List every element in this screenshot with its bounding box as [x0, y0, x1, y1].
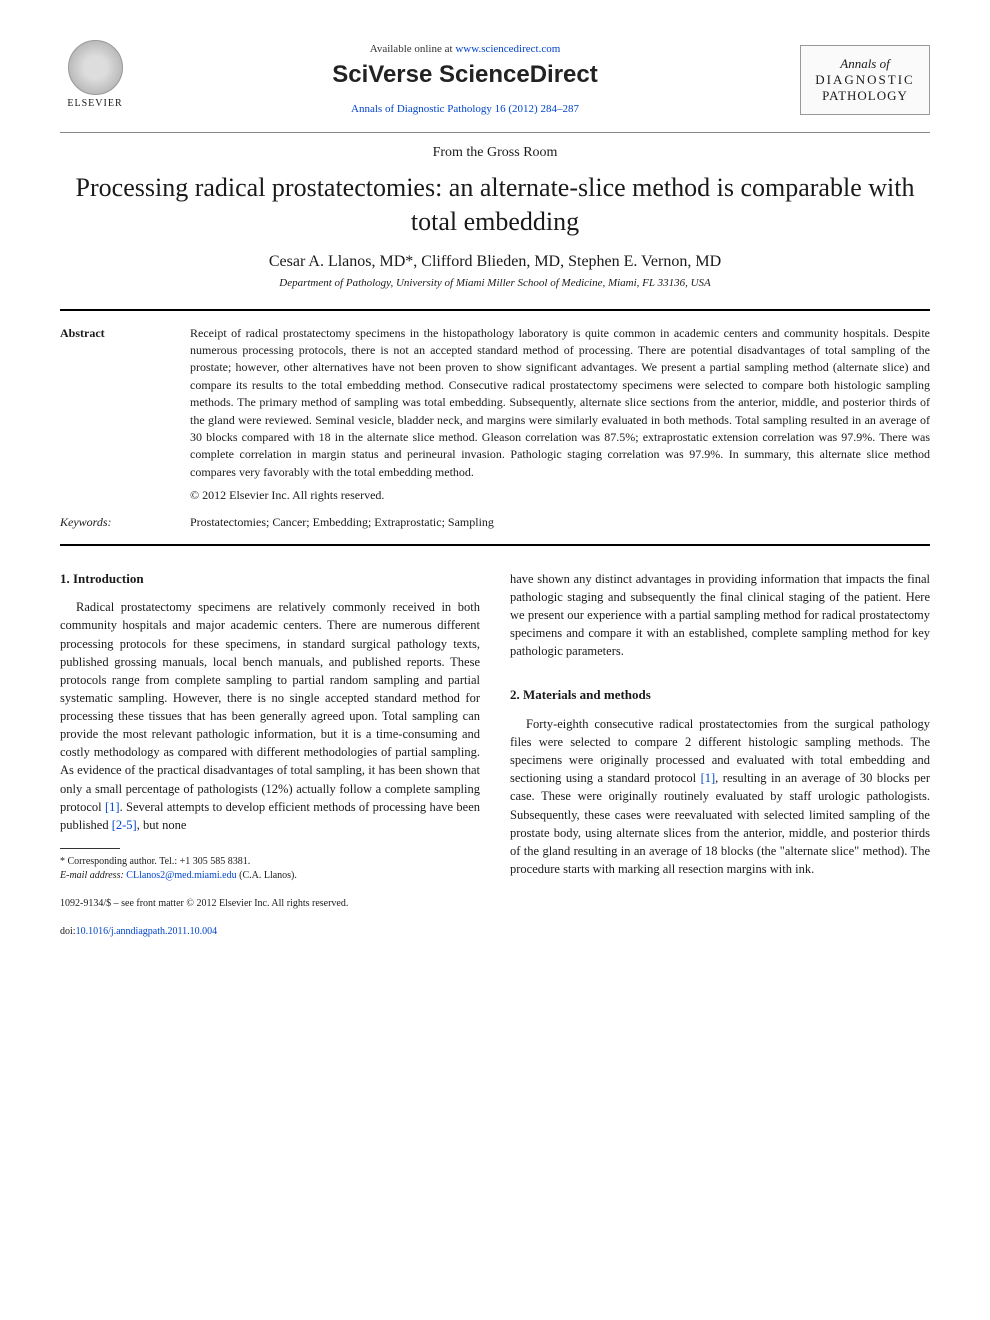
journal-line-2: DIAGNOSTIC — [809, 72, 921, 88]
article-title: Processing radical prostatectomies: an a… — [60, 171, 930, 239]
elsevier-tree-icon — [68, 40, 123, 95]
journal-title-box: Annals of DIAGNOSTIC PATHOLOGY — [800, 45, 930, 115]
section-intro-head: 1. Introduction — [60, 570, 480, 589]
intro-paragraph-1: Radical prostatectomy specimens are rela… — [60, 598, 480, 834]
header-center: Available online at www.sciencedirect.co… — [130, 43, 800, 117]
spacer — [510, 666, 930, 686]
column-left: 1. Introduction Radical prostatectomy sp… — [60, 570, 480, 939]
article-type: From the Gross Room — [60, 145, 930, 161]
authors: Cesar A. Llanos, MD*, Clifford Blieden, … — [60, 253, 930, 271]
intro-paragraph-2: have shown any distinct advantages in pr… — [510, 570, 930, 661]
abstract-label: Abstract — [60, 325, 160, 505]
available-online: Available online at www.sciencedirect.co… — [130, 43, 800, 55]
methods-p1-b: , resulting in an average of 30 blocks p… — [510, 771, 930, 876]
intro-p1-c: , but none — [137, 818, 187, 832]
footnote-email: E-mail address: CLlanos2@med.miami.edu (… — [60, 869, 480, 883]
doi-link[interactable]: 10.1016/j.anndiagpath.2011.10.004 — [76, 926, 218, 937]
platform-text: SciVerse ScienceDirect — [332, 61, 598, 88]
doi-label: doi: — [60, 926, 76, 937]
body-columns: 1. Introduction Radical prostatectomy sp… — [60, 570, 930, 939]
affiliation: Department of Pathology, University of M… — [60, 277, 930, 289]
email-link[interactable]: CLlanos2@med.miami.edu — [126, 870, 236, 881]
intro-p1-a: Radical prostatectomy specimens are rela… — [60, 600, 480, 813]
keywords-label: Keywords: — [60, 515, 160, 530]
article-reference-link[interactable]: Annals of Diagnostic Pathology 16 (2012)… — [351, 103, 579, 115]
doi-line: doi:10.1016/j.anndiagpath.2011.10.004 — [60, 925, 480, 939]
footnote-corresponding: * Corresponding author. Tel.: +1 305 585… — [60, 855, 480, 869]
email-label: E-mail address: — [60, 870, 126, 881]
journal-line-3: PATHOLOGY — [809, 88, 921, 104]
sciencedirect-link[interactable]: www.sciencedirect.com — [455, 43, 560, 55]
available-prefix: Available online at — [370, 43, 456, 55]
keywords-block: Keywords: Prostatectomies; Cancer; Embed… — [60, 515, 930, 530]
abstract-copyright: © 2012 Elsevier Inc. All rights reserved… — [190, 487, 930, 504]
citation-2-5[interactable]: [2-5] — [112, 818, 137, 832]
citation-methods-1[interactable]: [1] — [701, 771, 716, 785]
abstract-text: Receipt of radical prostatectomy specime… — [190, 325, 930, 505]
platform-brand: SciVerse ScienceDirect — [130, 61, 800, 89]
abstract-block: Abstract Receipt of radical prostatectom… — [60, 325, 930, 505]
publisher-logo: ELSEVIER — [60, 40, 130, 120]
abstract-body: Receipt of radical prostatectomy specime… — [190, 326, 930, 479]
journal-line-1: Annals of — [809, 56, 921, 72]
divider-top — [60, 309, 930, 311]
citation-1[interactable]: [1] — [105, 800, 120, 814]
issn-line: 1092-9134/$ – see front matter © 2012 El… — [60, 897, 480, 911]
header: ELSEVIER Available online at www.science… — [60, 40, 930, 133]
methods-paragraph-1: Forty-eighth consecutive radical prostat… — [510, 715, 930, 878]
section-methods-head: 2. Materials and methods — [510, 686, 930, 705]
divider-bottom — [60, 544, 930, 546]
keywords-text: Prostatectomies; Cancer; Embedding; Extr… — [190, 515, 494, 530]
publisher-name: ELSEVIER — [67, 98, 122, 109]
email-suffix: (C.A. Llanos). — [237, 870, 297, 881]
footnote-divider — [60, 848, 120, 849]
column-right: have shown any distinct advantages in pr… — [510, 570, 930, 939]
